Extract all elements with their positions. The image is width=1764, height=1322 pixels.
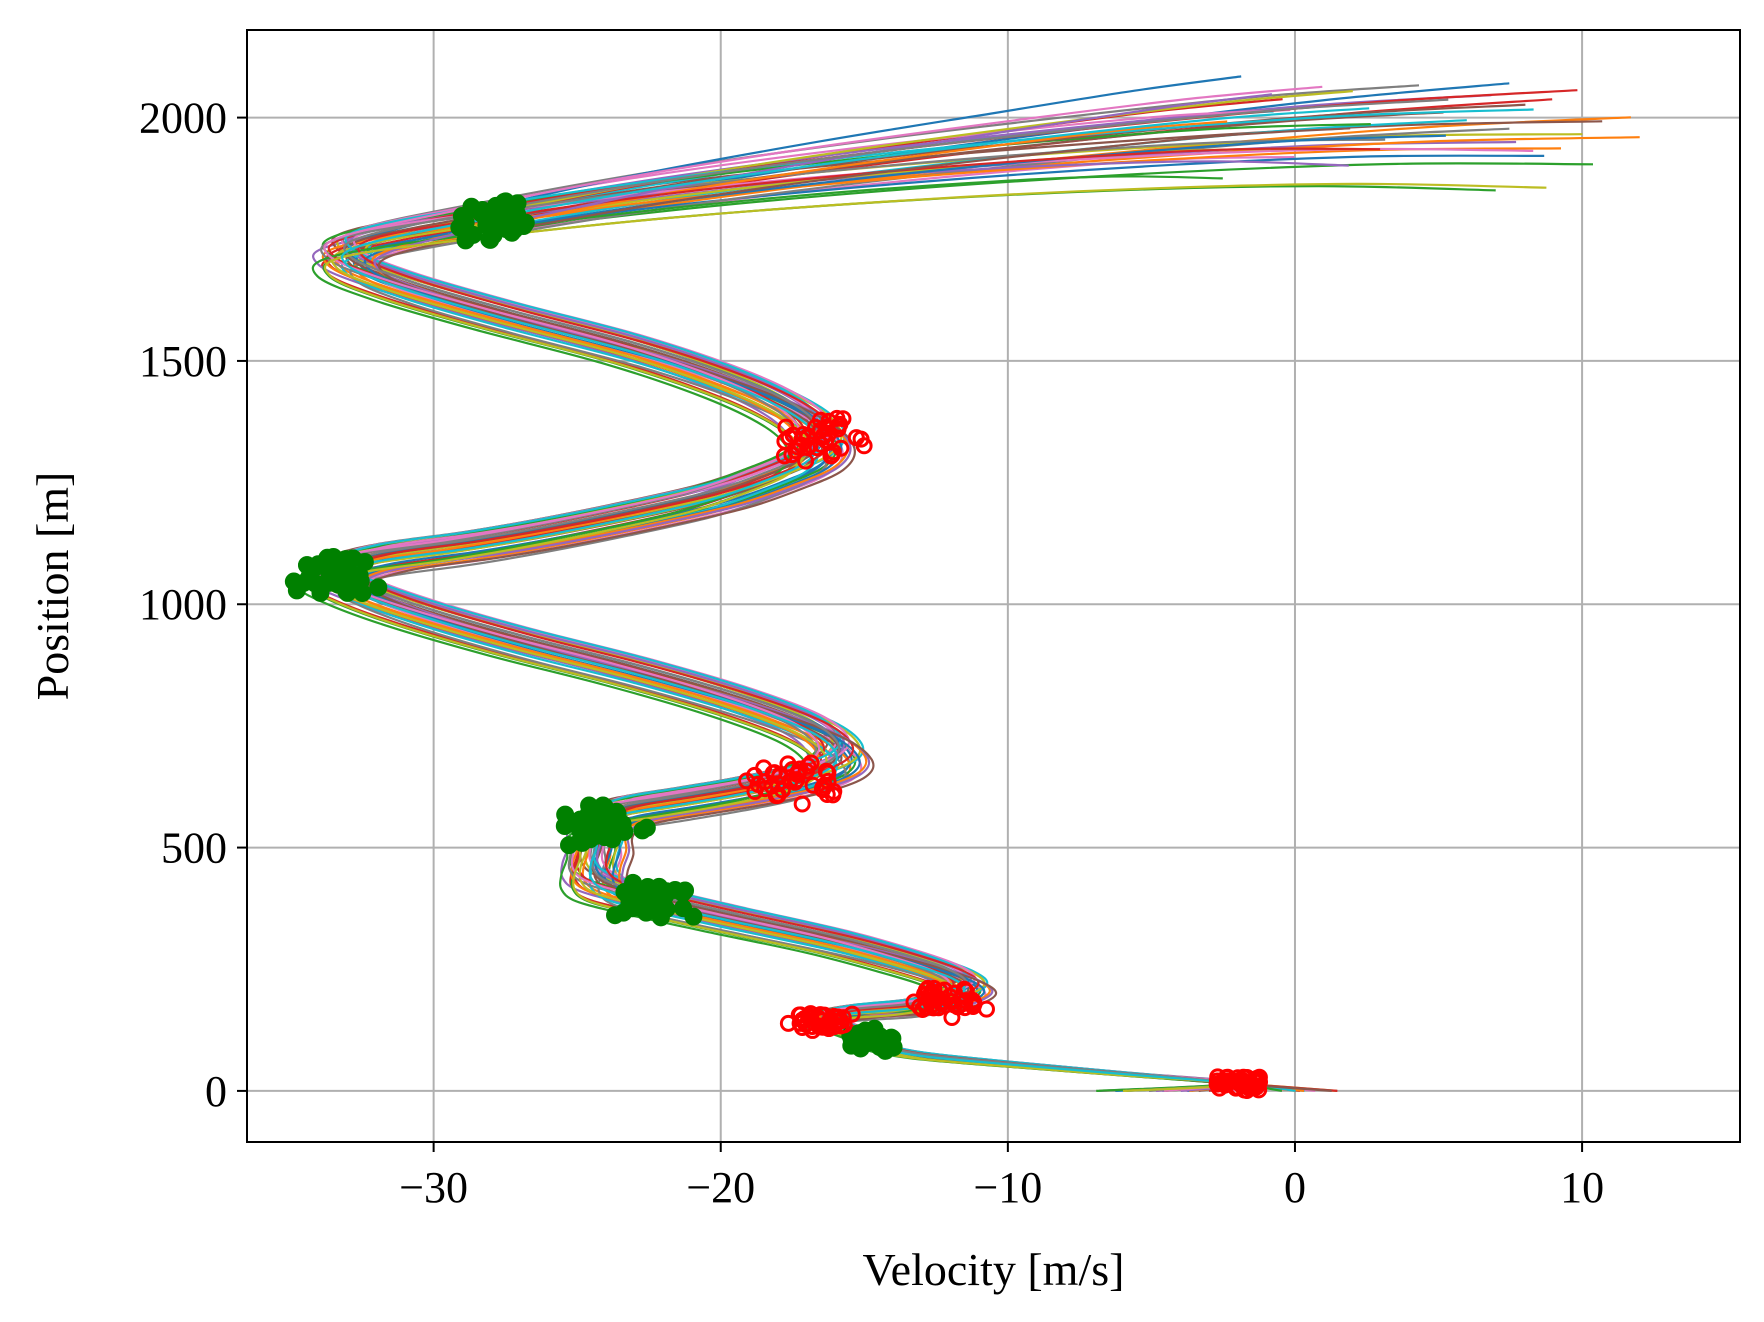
start-marker-133	[344, 549, 363, 568]
start-marker-194	[464, 225, 483, 244]
end-marker-197	[954, 995, 972, 1013]
series-line-37	[333, 98, 1449, 1092]
start-marker-199	[486, 205, 505, 224]
start-marker-187	[605, 805, 624, 824]
start-marker-89	[480, 230, 499, 249]
end-marker-144	[780, 428, 798, 446]
end-marker-177	[965, 995, 983, 1013]
end-marker-167	[935, 981, 953, 999]
x-tick-label-0: −30	[399, 1163, 468, 1212]
start-marker-111	[615, 882, 634, 901]
end-marker-199	[812, 435, 830, 453]
start-marker-178	[369, 578, 388, 597]
grid-lines	[247, 30, 1740, 1142]
series-line-3	[311, 98, 1553, 1092]
series-line-36	[312, 85, 1323, 1092]
end-marker-191	[795, 1011, 813, 1029]
end-marker-186	[827, 1008, 845, 1026]
start-marker-184	[464, 199, 483, 218]
end-marker-162	[917, 998, 935, 1016]
end-marker-138	[746, 766, 764, 784]
end-marker-134	[828, 409, 846, 427]
start-marker-186	[633, 888, 652, 907]
plot-frame	[246, 29, 1741, 1143]
end-marker-3	[804, 776, 822, 794]
end-marker-198	[771, 768, 789, 786]
series-line-10	[345, 154, 1545, 1092]
start-marker-162	[560, 836, 579, 855]
end-marker-173	[814, 779, 832, 797]
y-axis-label: Position [m]	[27, 472, 78, 701]
x-tick-label-1: −20	[686, 1163, 755, 1212]
end-marker-127	[945, 996, 963, 1014]
end-marker-170	[1250, 1081, 1268, 1099]
start-marker-192	[571, 821, 590, 840]
y-tick-label-0: 0	[205, 1067, 227, 1116]
series-line-8	[326, 133, 1583, 1092]
start-marker-183	[298, 556, 317, 575]
end-marker-178	[825, 783, 843, 801]
y-tick-label-3: 1500	[139, 337, 227, 386]
series-line-17	[339, 127, 1510, 1092]
end-marker-185	[1216, 1076, 1234, 1094]
series-line-26	[342, 147, 1534, 1092]
end-marker-168	[819, 764, 837, 782]
x-tick-label-2: −10	[973, 1163, 1042, 1212]
end-marker-189	[829, 417, 847, 435]
series-line-29	[334, 108, 1534, 1092]
series-line-5	[321, 120, 1603, 1092]
series-line-39	[330, 107, 1370, 1092]
x-tick-label-4: 10	[1560, 1163, 1604, 1212]
end-marker-192	[930, 999, 948, 1017]
series-line-31	[360, 120, 1242, 1092]
series-line-25	[333, 103, 1526, 1092]
start-marker-197	[602, 825, 621, 844]
y-tick-label-1: 500	[161, 824, 227, 873]
series-line-38	[314, 182, 1547, 1092]
y-tick-label-2: 1000	[139, 580, 227, 629]
end-marker-175	[1219, 1068, 1237, 1086]
series-line-14	[334, 94, 1492, 1092]
end-marker-103	[788, 771, 806, 789]
end-marker-179	[855, 437, 873, 455]
end-marker-164	[775, 447, 793, 465]
end-marker-184	[798, 428, 816, 446]
start-marker-163	[287, 581, 306, 600]
start-marker-195	[859, 1031, 878, 1050]
start-marker-191	[606, 906, 625, 925]
start-marker-196	[656, 886, 675, 905]
end-marker-123	[802, 754, 820, 772]
start-marker-177	[637, 818, 656, 837]
end-marker-193	[767, 787, 785, 805]
end-marker-195	[1232, 1074, 1250, 1092]
start-marker-175	[882, 1028, 901, 1047]
marker-layer	[284, 192, 1269, 1100]
series-line-2	[349, 162, 1594, 1092]
end-marker-161	[793, 1019, 811, 1037]
start-marker-179	[502, 223, 521, 242]
end-marker-169	[806, 418, 824, 436]
x-tick-label-3: 0	[1284, 1163, 1306, 1212]
end-marker-187	[917, 986, 935, 1004]
end-marker-174	[824, 443, 842, 461]
series-line-11	[323, 136, 1640, 1092]
y-tick-label-4: 2000	[139, 94, 227, 143]
start-marker-198	[339, 572, 358, 591]
end-marker-88	[793, 795, 811, 813]
start-marker-176	[684, 907, 703, 926]
end-marker-196	[810, 1018, 828, 1036]
start-marker-193	[320, 573, 339, 592]
tick-layer: −30 −20 −10 0 10 0 500 1000 1500 2000	[139, 94, 1604, 1212]
x-axis-label: Velocity [m/s]	[863, 1244, 1125, 1295]
